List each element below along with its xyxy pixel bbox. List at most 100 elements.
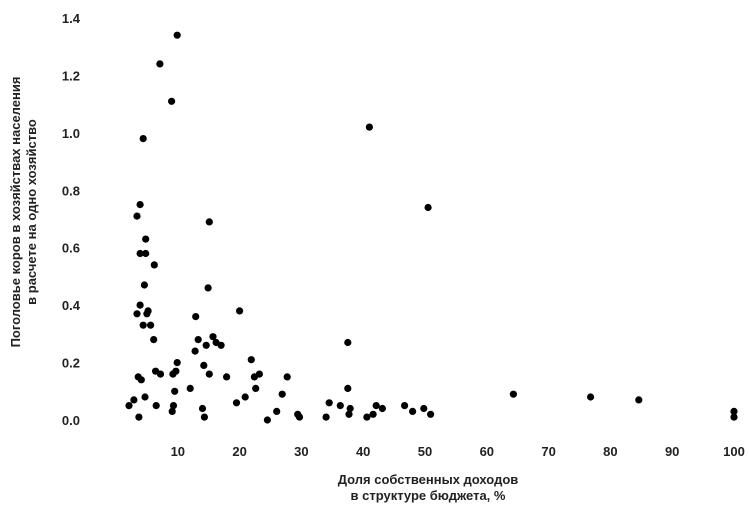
y-tick-label: 0.6 bbox=[62, 241, 80, 256]
scatter-point bbox=[194, 336, 202, 344]
scatter-point bbox=[247, 356, 255, 364]
x-axis-title-line-2: в структуре бюджета, % bbox=[351, 488, 506, 503]
scatter-point bbox=[509, 390, 517, 398]
scatter-point bbox=[136, 249, 144, 258]
scatter-point bbox=[424, 203, 432, 212]
scatter-point bbox=[427, 410, 435, 418]
scatter-point bbox=[156, 60, 164, 68]
scatter-point bbox=[147, 321, 155, 329]
scatter-point bbox=[283, 373, 291, 381]
scatter-point bbox=[205, 218, 213, 226]
scatter-point bbox=[273, 407, 281, 415]
scatter-point bbox=[346, 404, 354, 413]
scatter-point bbox=[263, 416, 271, 424]
scatter-point bbox=[345, 410, 353, 418]
scatter-point bbox=[325, 399, 333, 407]
scatter-point bbox=[409, 407, 417, 415]
scatter-point bbox=[152, 402, 160, 410]
scatter-point bbox=[209, 333, 217, 341]
scatter-point bbox=[420, 404, 428, 413]
y-tick-label: 0.8 bbox=[62, 183, 80, 198]
scatter-point bbox=[730, 407, 738, 415]
scatter-point bbox=[133, 212, 141, 220]
scatter-point bbox=[200, 361, 208, 369]
y-tick-label: 0.0 bbox=[62, 413, 80, 428]
scatter-point bbox=[295, 413, 304, 421]
scatter-point bbox=[168, 97, 176, 105]
scatter-point bbox=[223, 373, 231, 381]
scatter-point bbox=[191, 347, 199, 355]
scatter-point bbox=[141, 393, 149, 401]
scatter-point bbox=[336, 402, 344, 410]
scatter-point bbox=[192, 313, 200, 321]
scatter-point bbox=[169, 402, 178, 410]
scatter-point bbox=[241, 393, 249, 401]
scatter-point bbox=[378, 404, 386, 413]
scatter-point bbox=[252, 384, 260, 392]
scatter-point bbox=[142, 235, 150, 243]
scatter-point bbox=[171, 387, 179, 395]
scatter-point bbox=[139, 321, 147, 329]
scatter-point bbox=[198, 404, 207, 413]
scatter-point bbox=[150, 261, 158, 269]
y-tick-label: 1.0 bbox=[62, 126, 80, 141]
data-points bbox=[125, 31, 738, 424]
scatter-point bbox=[200, 413, 208, 421]
scatter-point bbox=[365, 123, 373, 131]
scatter-point bbox=[322, 413, 330, 421]
scatter-point bbox=[232, 399, 241, 407]
scatter-point bbox=[130, 396, 138, 404]
y-tick-label: 0.2 bbox=[62, 356, 80, 371]
x-tick-label: 10 bbox=[171, 444, 185, 459]
y-tick-label: 1.4 bbox=[62, 11, 81, 26]
x-tick-label: 40 bbox=[356, 444, 370, 459]
x-tick-label: 80 bbox=[603, 444, 617, 459]
scatter-point bbox=[278, 390, 286, 398]
scatter-point bbox=[236, 307, 244, 315]
scatter-point bbox=[635, 396, 643, 404]
scatter-point bbox=[173, 359, 181, 367]
scatter-point bbox=[140, 281, 148, 289]
x-axis-title-line-1: Доля собственных доходов bbox=[338, 472, 519, 487]
scatter-point bbox=[168, 407, 176, 415]
scatter-point bbox=[136, 301, 144, 309]
scatter-point bbox=[217, 341, 225, 349]
x-tick-label: 90 bbox=[665, 444, 679, 459]
scatter-point bbox=[186, 384, 194, 392]
scatter-point bbox=[169, 370, 177, 378]
x-tick-label: 70 bbox=[541, 444, 555, 459]
scatter-point bbox=[255, 370, 263, 378]
y-tick-label: 0.4 bbox=[62, 298, 81, 313]
scatter-point bbox=[156, 370, 165, 378]
scatter-point bbox=[205, 370, 213, 378]
scatter-point bbox=[401, 402, 409, 410]
y-axis-ticks: 0.0 0.2 0.4 0.6 0.8 1.0 1.2 1.4 bbox=[62, 11, 81, 428]
scatter-point bbox=[173, 31, 181, 39]
scatter-point bbox=[133, 310, 141, 318]
scatter-point bbox=[143, 310, 151, 318]
scatter-point bbox=[372, 402, 380, 410]
scatter-point bbox=[136, 201, 144, 209]
scatter-point bbox=[363, 413, 371, 421]
scatter-point bbox=[344, 384, 352, 392]
scatter-point bbox=[204, 284, 212, 292]
x-tick-label: 50 bbox=[418, 444, 432, 459]
scatter-point bbox=[135, 413, 143, 421]
scatter-point bbox=[202, 341, 210, 349]
x-tick-label: 60 bbox=[480, 444, 494, 459]
y-tick-label: 1.2 bbox=[62, 68, 80, 83]
scatter-point bbox=[587, 393, 595, 401]
scatter-point bbox=[139, 135, 147, 143]
y-axis-title-line-2: в расчете на одно хозяйство bbox=[24, 119, 39, 305]
scatter-point bbox=[137, 376, 145, 384]
scatter-point bbox=[142, 249, 150, 258]
x-tick-label: 100 bbox=[723, 444, 745, 459]
scatter-point bbox=[150, 336, 158, 344]
scatter-point bbox=[730, 413, 738, 421]
x-tick-label: 30 bbox=[294, 444, 308, 459]
scatter-point bbox=[344, 338, 352, 347]
y-axis-title-line-1: Поголовье коров в хозяйствах населения bbox=[8, 77, 23, 348]
x-axis-ticks: 10 20 30 40 50 60 70 80 90 100 bbox=[171, 444, 745, 459]
x-tick-label: 20 bbox=[232, 444, 246, 459]
